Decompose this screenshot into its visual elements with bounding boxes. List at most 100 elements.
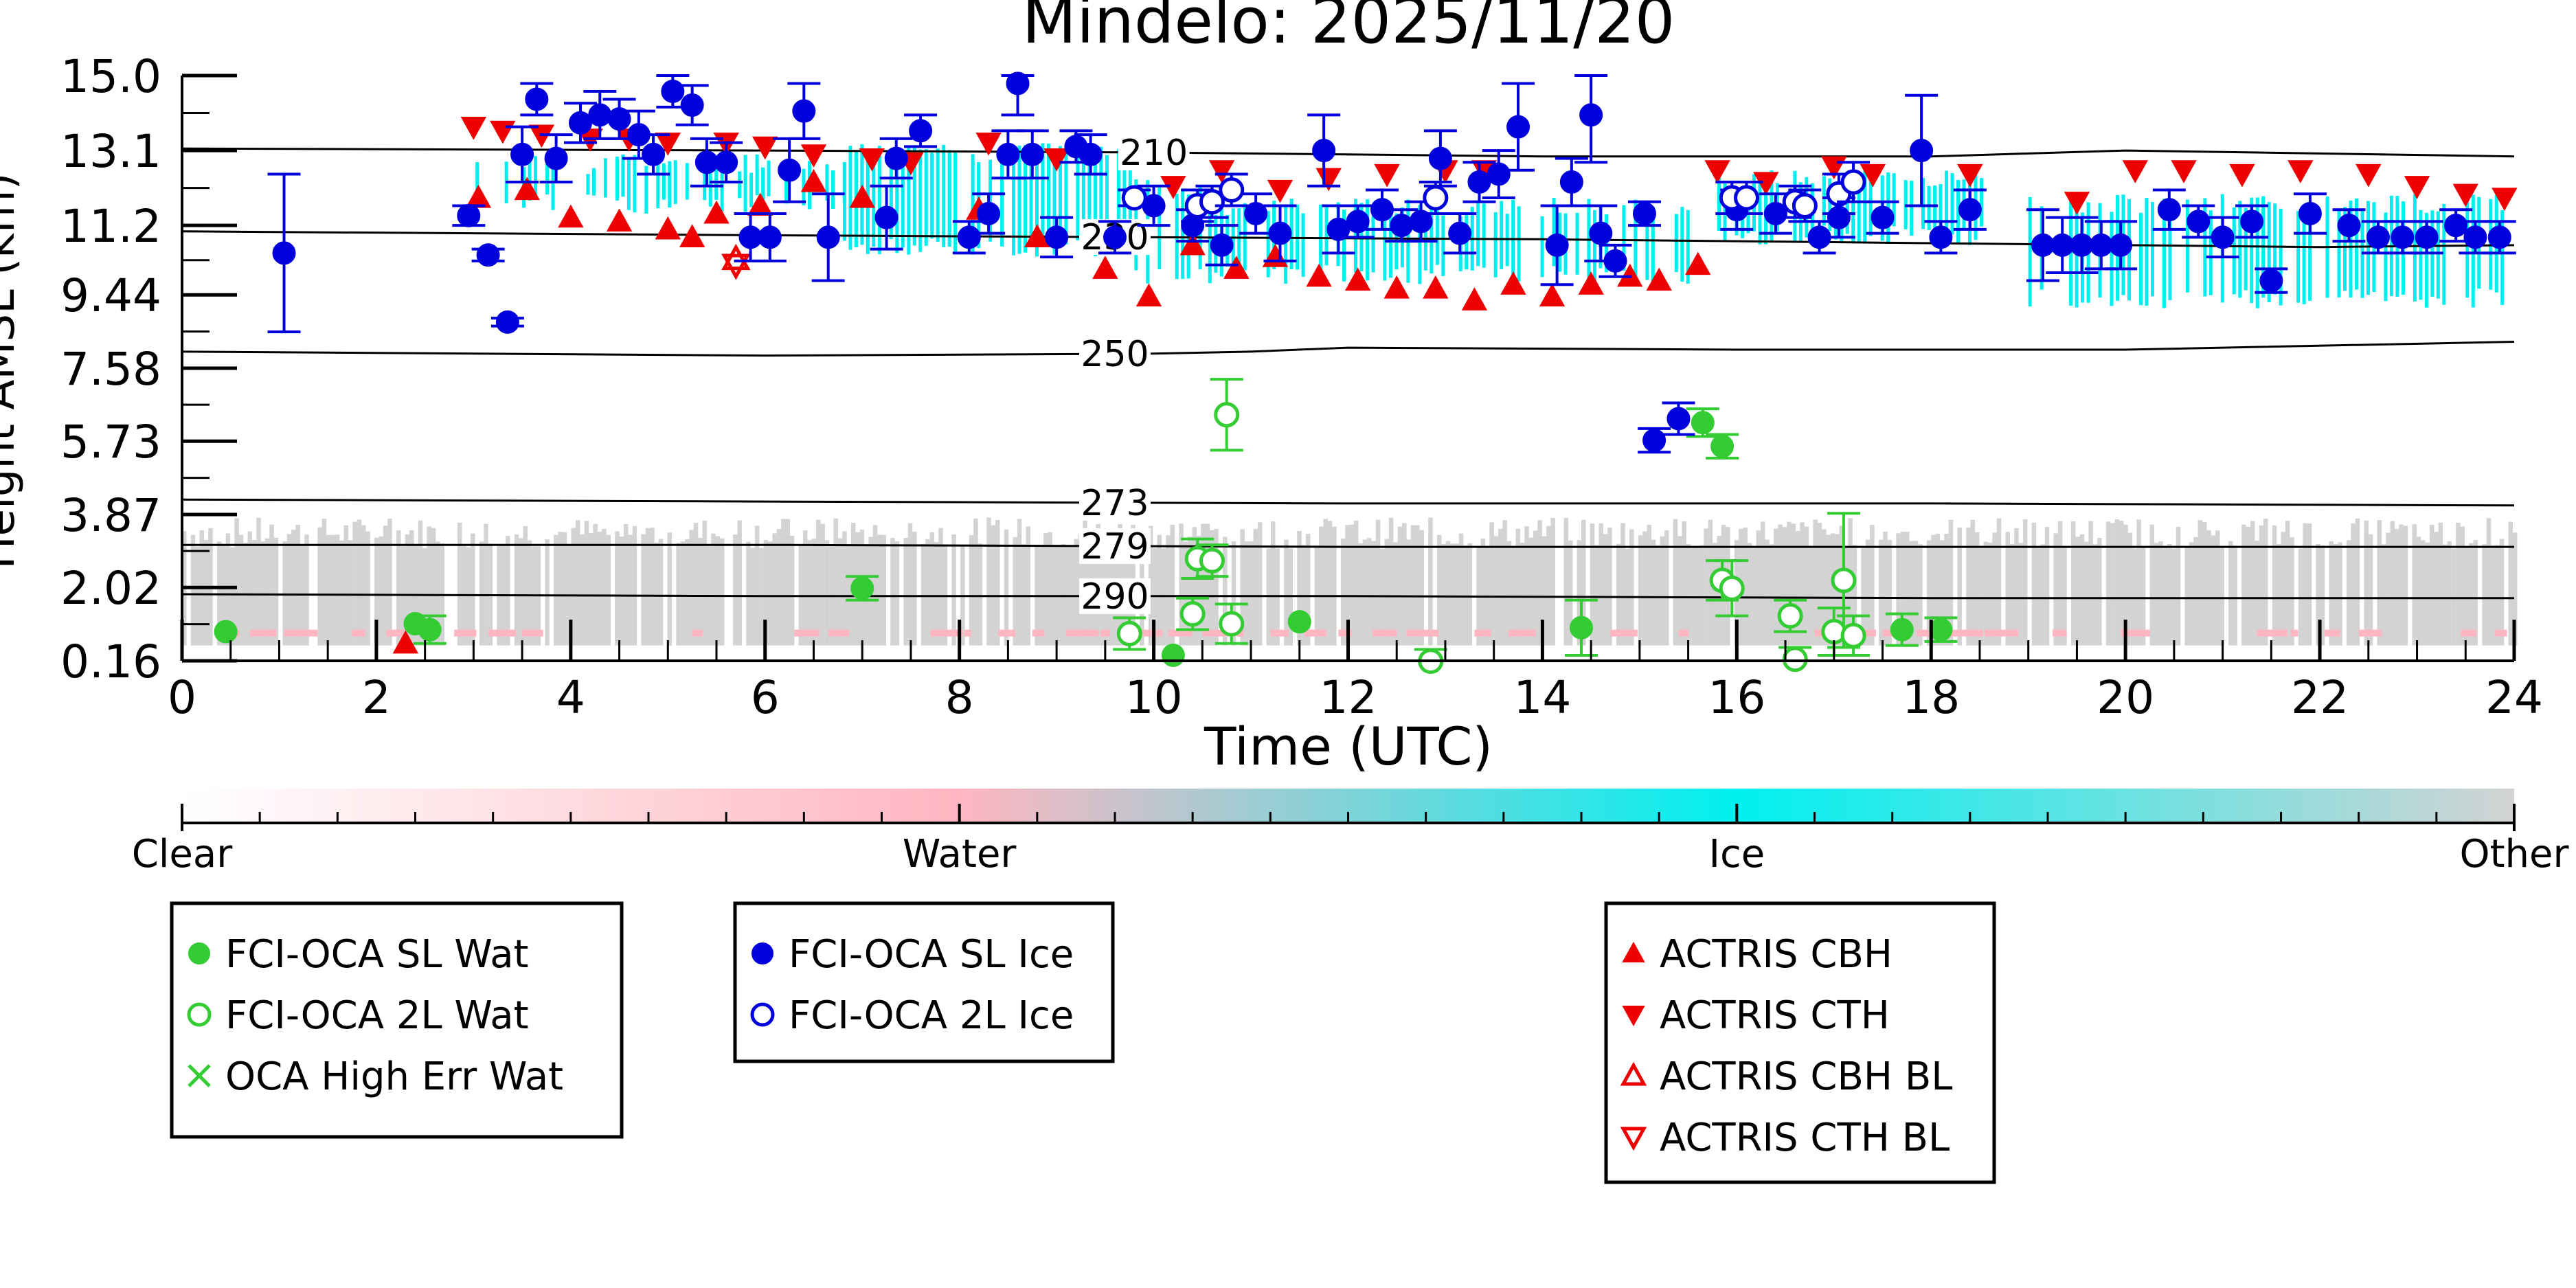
other-cloud-column [615,531,620,646]
other-cloud-column [711,533,716,646]
fci-oca-2l-wat-marker [1840,622,1866,648]
ice-cloud-column [1342,210,1346,282]
ice-cloud-column [1093,158,1097,257]
actris-cth-marker [975,133,1002,156]
legends: FCI-OCA SL Wat FCI-OCA 2L Wat OCA High Err… [170,901,1996,1184]
other-cloud-column [1795,530,1800,646]
fci-oca-sl-ice-marker [816,225,840,249]
ice-cloud-column [1081,150,1085,242]
other-cloud-column [422,547,427,646]
other-cloud-column [2171,548,2176,646]
other-cloud-column [562,532,567,646]
other-cloud-column [195,546,200,646]
other-cloud-column [680,541,686,646]
fci-oca-sl-wat-marker [214,620,238,644]
other-cloud-column [2443,544,2448,646]
actris-cbh-marker [1179,231,1206,256]
other-cloud-column [2456,522,2461,646]
actris-cbh-marker [679,224,705,247]
fci-oca-sl-ice-marker [588,103,612,127]
other-cloud-column [1988,542,1993,646]
other-cloud-column [763,540,769,646]
other-cloud-column [230,547,235,646]
ice-cloud-column [2208,210,2213,295]
other-cloud-column [2368,534,2373,646]
other-cloud-column [225,533,231,646]
other-cloud-column [1157,534,1162,646]
actris-cbh-marker [1223,256,1250,279]
x-tick-label: 16 [1708,671,1765,724]
ice-cloud-column [767,160,771,196]
isotherm-label: 290 [1081,576,1149,618]
actris-cbh-marker [392,630,419,654]
other-cloud-column [654,542,659,646]
other-cloud-column [2189,542,2194,646]
other-cloud-column [754,526,760,646]
other-cloud-column [2062,546,2067,646]
other-cloud-column [1826,534,1831,646]
other-cloud-column [2022,519,2028,646]
actris-cth-marker [2492,188,2518,212]
colorbar-label-ice: Ice [1708,832,1765,877]
y-tick-label: 13.1 [60,125,161,178]
other-cloud-column [2469,543,2474,646]
fci-oca-sl-ice-marker [758,225,782,249]
water-cloud-patch [964,629,971,637]
ice-cloud-column [2162,199,2166,308]
other-cloud-column [1502,520,1507,646]
other-cloud-column [877,534,882,646]
ice-cloud-column [1540,216,1544,278]
ice-cloud-column [889,156,893,240]
other-cloud-column [1192,527,1197,646]
other-cloud-column [1441,544,1446,646]
other-cloud-column [1682,521,1686,646]
ice-cloud-column [586,174,590,195]
other-cloud-column [1970,519,1976,646]
other-cloud-column [872,525,878,646]
ice-cloud-column [2465,197,2470,298]
other-cloud-column [374,537,379,646]
x-tick-label: 24 [2485,671,2543,724]
actris-cth-marker [2355,163,2382,188]
fci-oca-sl-ice-marker [714,150,738,174]
fci-oca-2l-wat-marker [1214,402,1240,428]
other-cloud-column [519,538,523,646]
fci-oca-sl-ice-marker [2109,233,2133,257]
axes: 0 2 4 6 8 10 12 14 16 18 20 22 240.162.023.875.737.5… [60,50,2543,724]
other-cloud-column [2508,521,2513,646]
ice-cloud-column [1441,215,1445,277]
fci-oca-sl-ice-marker [2089,233,2113,257]
other-cloud-column [2053,533,2058,646]
other-cloud-column [1791,523,1796,646]
other-cloud-column [1594,545,1599,646]
water-cloud-patch [2257,629,2288,637]
other-cloud-column [2206,530,2211,646]
ice-cloud-column [2436,211,2440,299]
fci-oca-sl-ice-marker [2298,201,2322,225]
actris-cbh-marker [1461,287,1488,310]
actris-cth-marker [1374,163,1400,188]
fci-oca-sl-wat-marker [1570,615,1593,640]
other-cloud-column [291,530,296,646]
other-cloud-column [1948,519,1954,646]
other-cloud-column [1349,524,1355,646]
fci-oca-2l-wat-marker [1116,620,1142,646]
other-cloud-column [934,542,939,646]
ice-cloud-column [2442,203,2446,305]
actris-cth-marker [2287,160,2314,183]
other-cloud-column [343,525,349,646]
ice-cloud-column [2232,207,2236,295]
ice-cloud-column [1680,207,1684,282]
ice-cloud-column [644,166,648,214]
other-cloud-column [632,526,637,646]
fci-oca-sl-ice-marker [1346,210,1370,234]
actris-cbh-marker [514,177,540,201]
other-cloud-column [2162,546,2168,646]
legend-label-oca-high-err-wat: OCA High Err Wat [225,1054,563,1099]
ice-cloud-column [907,148,911,255]
water-cloud-patch [1678,629,1689,637]
other-cloud-column [554,534,558,646]
other-cloud-column [2123,524,2128,646]
fci-oca-sl-ice-marker [1589,221,1613,245]
other-cloud-column [1537,520,1542,646]
